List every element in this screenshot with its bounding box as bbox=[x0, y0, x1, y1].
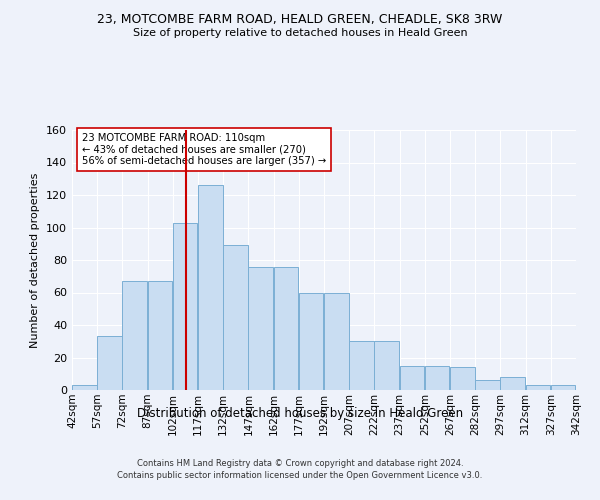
Bar bbox=[475, 380, 500, 390]
Bar bbox=[526, 385, 550, 390]
Bar bbox=[400, 366, 424, 390]
Bar bbox=[425, 366, 449, 390]
Y-axis label: Number of detached properties: Number of detached properties bbox=[31, 172, 40, 348]
Bar bbox=[173, 222, 197, 390]
Bar bbox=[97, 336, 122, 390]
Bar bbox=[374, 341, 399, 390]
Bar bbox=[299, 292, 323, 390]
Bar bbox=[198, 185, 223, 390]
Text: 23, MOTCOMBE FARM ROAD, HEALD GREEN, CHEADLE, SK8 3RW: 23, MOTCOMBE FARM ROAD, HEALD GREEN, CHE… bbox=[97, 12, 503, 26]
Bar bbox=[148, 281, 172, 390]
Bar bbox=[72, 385, 97, 390]
Bar bbox=[324, 292, 349, 390]
Text: 23 MOTCOMBE FARM ROAD: 110sqm
← 43% of detached houses are smaller (270)
56% of : 23 MOTCOMBE FARM ROAD: 110sqm ← 43% of d… bbox=[82, 132, 326, 166]
Bar bbox=[122, 281, 147, 390]
Bar bbox=[274, 266, 298, 390]
Bar bbox=[223, 246, 248, 390]
Bar bbox=[248, 266, 273, 390]
Bar bbox=[450, 367, 475, 390]
Text: Size of property relative to detached houses in Heald Green: Size of property relative to detached ho… bbox=[133, 28, 467, 38]
Bar bbox=[551, 385, 575, 390]
Text: Distribution of detached houses by size in Heald Green: Distribution of detached houses by size … bbox=[137, 408, 463, 420]
Bar bbox=[500, 377, 525, 390]
Bar bbox=[349, 341, 374, 390]
Text: Contains HM Land Registry data © Crown copyright and database right 2024.
Contai: Contains HM Land Registry data © Crown c… bbox=[118, 459, 482, 480]
